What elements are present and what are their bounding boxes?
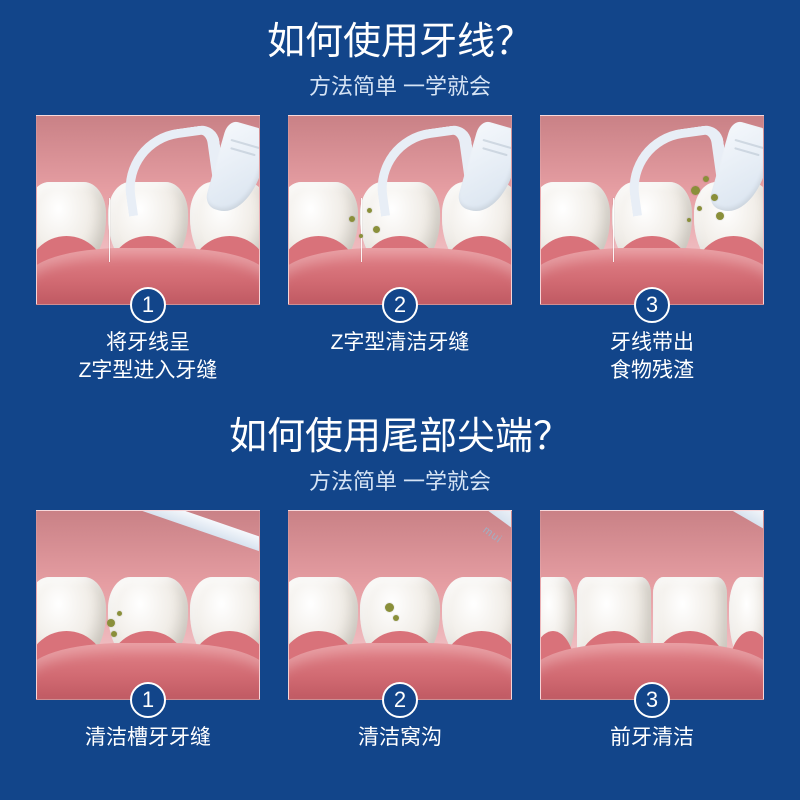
- step-badge: 3: [634, 682, 670, 718]
- step-badge: 2: [382, 287, 418, 323]
- step-badge: 1: [130, 287, 166, 323]
- step-caption: Z字型清洁牙缝: [331, 329, 470, 387]
- section-tip-usage: 如何使用尾部尖端？ 方法简单 一学就会 1 清洁槽牙牙缝: [0, 405, 800, 782]
- step-caption: 清洁窝沟: [358, 724, 442, 782]
- step-badge: 3: [634, 287, 670, 323]
- section-floss-usage: 如何使用牙线？ 方法简单 一学就会 1 将牙线呈 Z字型进入牙缝: [0, 0, 800, 387]
- floss-thread-icon: [361, 198, 362, 262]
- step-image-3: [540, 115, 764, 305]
- floss-thread-icon: [109, 198, 110, 262]
- step-caption: 清洁槽牙牙缝: [85, 724, 211, 782]
- step-card-3: 3 牙线带出 食物残渣: [540, 115, 764, 387]
- step-badge: 2: [382, 682, 418, 718]
- floss-pick-icon: [113, 124, 253, 244]
- step-card-4: 1 清洁槽牙牙缝: [36, 510, 260, 782]
- section1-subtitle: 方法简单 一学就会: [309, 69, 491, 101]
- step-caption: 将牙线呈 Z字型进入牙缝: [79, 329, 218, 387]
- step-image-4: [36, 510, 260, 700]
- section2-subtitle: 方法简单 一学就会: [309, 464, 491, 496]
- floss-pick-icon: [617, 124, 757, 244]
- pick-tip-icon: [644, 510, 764, 540]
- section1-title: 如何使用牙线？: [267, 10, 533, 65]
- pick-tip-icon: [129, 510, 260, 559]
- step-image-6: [540, 510, 764, 700]
- section1-row: 1 将牙线呈 Z字型进入牙缝 2 Z字型清洁牙缝: [36, 115, 764, 387]
- step-card-5: mui 2 清洁窝沟: [288, 510, 512, 782]
- step-caption: 牙线带出 食物残渣: [610, 329, 694, 387]
- step-image-2: [288, 115, 512, 305]
- section2-title: 如何使用尾部尖端？: [229, 405, 571, 460]
- step-image-1: [36, 115, 260, 305]
- step-caption: 前牙清洁: [610, 724, 694, 782]
- step-card-2: 2 Z字型清洁牙缝: [288, 115, 512, 387]
- step-card-1: 1 将牙线呈 Z字型进入牙缝: [36, 115, 260, 387]
- step-badge: 1: [130, 682, 166, 718]
- floss-thread-icon: [613, 198, 614, 262]
- brand-text: mui: [481, 524, 505, 546]
- step-image-5: mui: [288, 510, 512, 700]
- step-card-6: 3 前牙清洁: [540, 510, 764, 782]
- section2-row: 1 清洁槽牙牙缝 mui 2 清洁窝沟: [36, 510, 764, 782]
- floss-pick-icon: [365, 124, 505, 244]
